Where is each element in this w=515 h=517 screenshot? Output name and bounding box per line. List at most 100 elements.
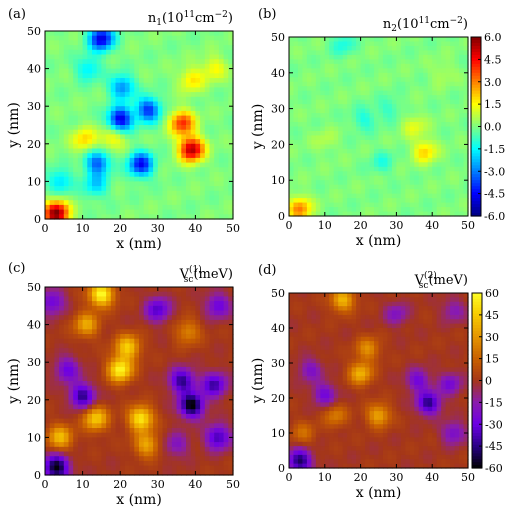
heatmap-cell — [87, 214, 93, 220]
heatmap-cell — [171, 362, 178, 368]
heatmap-cell — [315, 153, 321, 159]
heatmap-cell — [342, 122, 348, 128]
heatmap-cell — [195, 470, 201, 476]
heatmap-cell — [143, 385, 149, 391]
heatmap-cell — [106, 381, 112, 387]
heatmap-cell — [139, 115, 145, 121]
heatmap-cell — [228, 87, 234, 93]
heatmap-cell — [315, 202, 321, 208]
heatmap-cell — [454, 193, 460, 199]
heatmap-cell — [342, 184, 348, 190]
heatmap-cell — [418, 193, 424, 199]
heatmap-cell — [101, 329, 107, 335]
heatmap-cell — [171, 148, 178, 154]
heatmap-cell — [167, 204, 173, 211]
heatmap-cell — [347, 211, 353, 217]
heatmap-cell — [320, 95, 326, 101]
heatmap-cell — [320, 122, 326, 128]
heatmap-cell — [378, 189, 384, 195]
heatmap-cell — [400, 90, 406, 96]
heatmap-cell — [374, 202, 380, 208]
heatmap-cell — [423, 108, 429, 114]
heatmap-cell — [157, 82, 164, 88]
heatmap-cell — [134, 338, 140, 344]
heatmap-cell — [445, 117, 451, 123]
heatmap-cell — [450, 126, 456, 132]
heatmap-cell — [228, 139, 234, 145]
heatmap-cell — [315, 63, 321, 69]
heatmap-cell — [73, 110, 79, 117]
heatmap-cell — [223, 385, 229, 391]
heatmap-cell — [92, 31, 98, 37]
heatmap-cell — [134, 437, 140, 443]
heatmap-cell — [463, 108, 469, 114]
title-exp: −2 — [450, 16, 463, 26]
heatmap-cell — [418, 126, 424, 132]
heatmap-cell — [49, 204, 55, 211]
heatmap-cell — [181, 181, 187, 187]
heatmap-cell — [54, 129, 60, 135]
heatmap-cell — [195, 181, 201, 187]
heatmap-cell — [200, 63, 206, 70]
heatmap-cell — [143, 129, 149, 135]
heatmap-cell — [374, 193, 380, 199]
heatmap-cell — [302, 166, 308, 172]
heatmap-cell — [124, 200, 131, 206]
heatmap-cell — [382, 157, 389, 163]
heatmap-cell — [82, 139, 88, 145]
heatmap-cell — [139, 343, 145, 349]
y-axis-label: y (nm) — [6, 102, 22, 149]
heatmap-cell — [157, 195, 164, 201]
heatmap-cell — [59, 357, 65, 363]
heatmap-cell — [200, 348, 206, 354]
heatmap-cell — [342, 193, 348, 199]
heatmap-cell — [87, 446, 93, 453]
heatmap-cell — [139, 78, 145, 84]
heatmap-cell — [54, 460, 60, 467]
heatmap-cell — [333, 193, 339, 199]
heatmap-cell — [115, 334, 121, 340]
heatmap-cell — [134, 176, 140, 182]
heatmap-cell — [77, 209, 84, 215]
heatmap-cell — [73, 31, 79, 37]
heatmap-cell — [139, 446, 145, 453]
heatmap-cell — [49, 437, 55, 443]
heatmap-cell — [209, 134, 215, 140]
heatmap-cell — [63, 460, 70, 467]
heatmap-cell — [63, 200, 70, 206]
heatmap-cell — [68, 442, 74, 448]
heatmap-cell — [73, 162, 79, 168]
heatmap-cell — [68, 162, 74, 168]
heatmap-cell — [382, 99, 389, 105]
heatmap-cell — [378, 211, 384, 217]
heatmap-cell — [110, 172, 117, 178]
heatmap-cell — [409, 211, 415, 217]
heatmap-cell — [96, 376, 102, 382]
heatmap-cell — [378, 117, 384, 123]
colorbar-cell — [471, 213, 481, 217]
heatmap-cell — [63, 362, 70, 368]
heatmap-cell — [101, 54, 107, 60]
heatmap-cell — [190, 125, 196, 131]
heatmap-cell — [347, 90, 353, 96]
heatmap-cell — [423, 86, 429, 92]
heatmap-cell — [195, 357, 201, 363]
heatmap-cell — [306, 63, 312, 69]
heatmap-cell — [311, 122, 317, 128]
heatmap-cell — [218, 148, 225, 154]
heatmap-cell — [297, 95, 304, 101]
heatmap-cell — [63, 404, 70, 410]
heatmap-cell — [153, 432, 159, 438]
heatmap-cell — [186, 73, 192, 79]
heatmap-cell — [204, 385, 211, 391]
heatmap-cell — [49, 390, 55, 396]
heatmap-cell — [176, 470, 182, 476]
heatmap-cell — [436, 41, 442, 47]
heatmap-cell — [143, 31, 149, 37]
heatmap-cell — [293, 135, 299, 141]
heatmap-cell — [120, 460, 126, 467]
heatmap-cell — [139, 418, 145, 424]
heatmap-cell — [190, 329, 196, 335]
heatmap-cell — [214, 87, 220, 93]
heatmap-cell — [63, 120, 70, 126]
